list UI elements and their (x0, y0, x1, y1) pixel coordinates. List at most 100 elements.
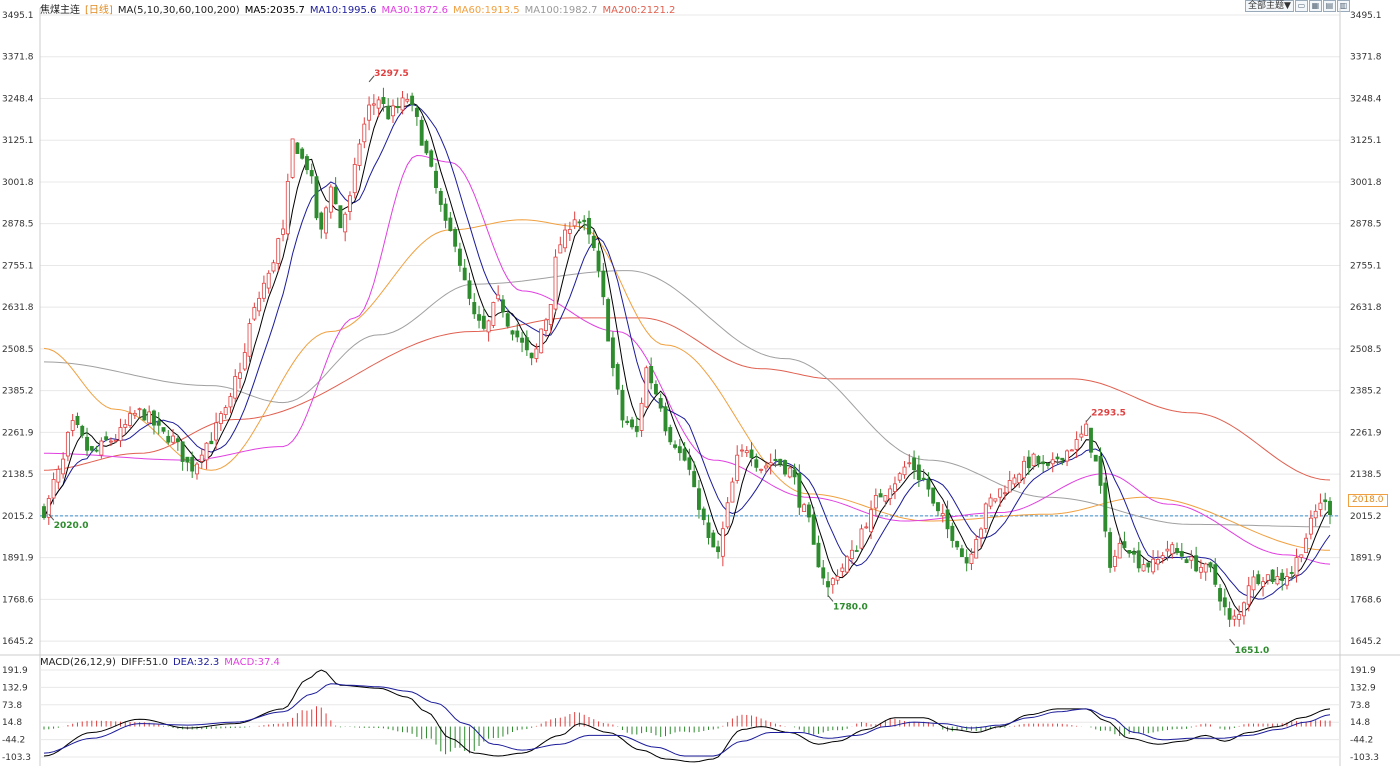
candle-body (414, 107, 419, 117)
candle-body (290, 138, 295, 178)
candle-body (223, 407, 228, 416)
candle-body (749, 449, 754, 459)
candle-body (668, 427, 673, 443)
candle-body (1108, 532, 1113, 568)
candle-body (1069, 449, 1074, 452)
candle-body (89, 446, 94, 451)
candle-body (61, 458, 66, 475)
y-tick-label-left: 3001.8 (2, 178, 34, 188)
candle-body (993, 498, 998, 502)
candle-body (1017, 473, 1022, 484)
annotation-layer: 3297.5 2020.0 1780.0 2293.5 1651.0 (48, 69, 1269, 656)
candle-body (759, 468, 764, 471)
candle-body (725, 502, 730, 528)
candle-body (175, 438, 180, 443)
candle-body (209, 440, 214, 445)
candle-body (806, 504, 811, 518)
layout-icon[interactable]: ▤ (1322, 0, 1336, 12)
y-tick-label-right: 2015.2 (1350, 512, 1382, 522)
candle-body (295, 142, 300, 154)
candle-body (1065, 450, 1070, 462)
candle-body (1031, 453, 1036, 467)
candle-body (1175, 548, 1179, 554)
ma5-line (43, 102, 1331, 613)
candle-body (615, 364, 620, 390)
candle-body (319, 212, 324, 230)
candle-body (185, 456, 190, 463)
y-tick-label-left: 2755.1 (2, 261, 34, 271)
candle-body (830, 578, 835, 586)
candle-body (529, 352, 534, 359)
y-tick-label-right: 2878.5 (1350, 220, 1382, 230)
candle-body (859, 528, 864, 549)
candle-body (448, 217, 453, 231)
candle-body (1136, 550, 1141, 569)
candle-body (166, 435, 171, 443)
candle-body (778, 458, 783, 465)
candle-body (1179, 551, 1184, 557)
candle-body (491, 302, 496, 326)
candle-body (1237, 614, 1242, 620)
extreme-price-label: 1780.0 (833, 602, 868, 612)
y-tick-label-left: 2508.5 (2, 345, 34, 355)
candle-body (142, 409, 147, 421)
ma-params-label: MA(5,10,30,60,100,200) (117, 5, 240, 16)
y-tick-label-right: 3248.4 (1350, 94, 1382, 104)
candle-body (1165, 548, 1170, 552)
extreme-price-label: 3297.5 (374, 69, 409, 79)
candle-body (869, 509, 874, 533)
candle-body (137, 408, 142, 411)
candle-body (1036, 456, 1041, 464)
candle-body (1050, 459, 1055, 465)
macd-diff-line (43, 669, 1331, 763)
y-tick-label-left: 1645.2 (2, 637, 34, 647)
candle-body (1198, 566, 1203, 573)
candle-body (1218, 588, 1222, 602)
theme-dropdown-button[interactable]: 全部主题▼ (1245, 0, 1294, 12)
candle-body (118, 427, 123, 442)
window-icon[interactable]: ▭ (1294, 0, 1308, 12)
candle-body (687, 457, 692, 470)
candle-body (620, 389, 625, 421)
symbol-label: 焦煤主连 (40, 5, 80, 16)
candle-body (108, 440, 113, 443)
candle-body (515, 330, 520, 338)
candle-body (1022, 460, 1026, 479)
candle-body (916, 464, 921, 481)
candle-body (849, 549, 854, 559)
y-tick-label-left: 3125.1 (2, 136, 34, 146)
macd-y-tick-left: 73.8 (2, 701, 22, 711)
candle-body (405, 98, 410, 102)
candle-body (152, 410, 156, 426)
y-tick-label-right: 2755.1 (1350, 261, 1382, 271)
candle-body (94, 449, 99, 452)
candle-body (1213, 564, 1218, 585)
candle-body (70, 420, 75, 431)
candle-body (1280, 572, 1285, 581)
candle-body (276, 238, 281, 264)
candle-body (1189, 556, 1194, 561)
candle-body (596, 250, 601, 272)
candle-body (988, 497, 993, 507)
candle-body (816, 542, 821, 568)
candle-body (477, 314, 481, 321)
candle-body (572, 219, 577, 227)
macd-diff-value: DIFF:51.0 (120, 657, 168, 668)
candle-body (1089, 427, 1093, 453)
candle-body (921, 477, 926, 480)
grid-icon[interactable]: ▦ (1308, 0, 1322, 12)
candle-body (1074, 439, 1079, 450)
candle-body (218, 413, 223, 424)
period-label[interactable]: [日线] (85, 5, 113, 16)
candle-body (65, 431, 70, 457)
candle-body (128, 413, 132, 426)
candle-body (314, 176, 319, 219)
candle-body (1308, 517, 1313, 535)
macd-y-tick-right: 191.9 (1350, 666, 1376, 676)
candle-body (591, 235, 596, 249)
ma5-value: MA5:2035.7 (244, 5, 305, 16)
candle-body (429, 150, 434, 167)
candle-body (233, 376, 238, 399)
candle-body (1194, 555, 1199, 572)
